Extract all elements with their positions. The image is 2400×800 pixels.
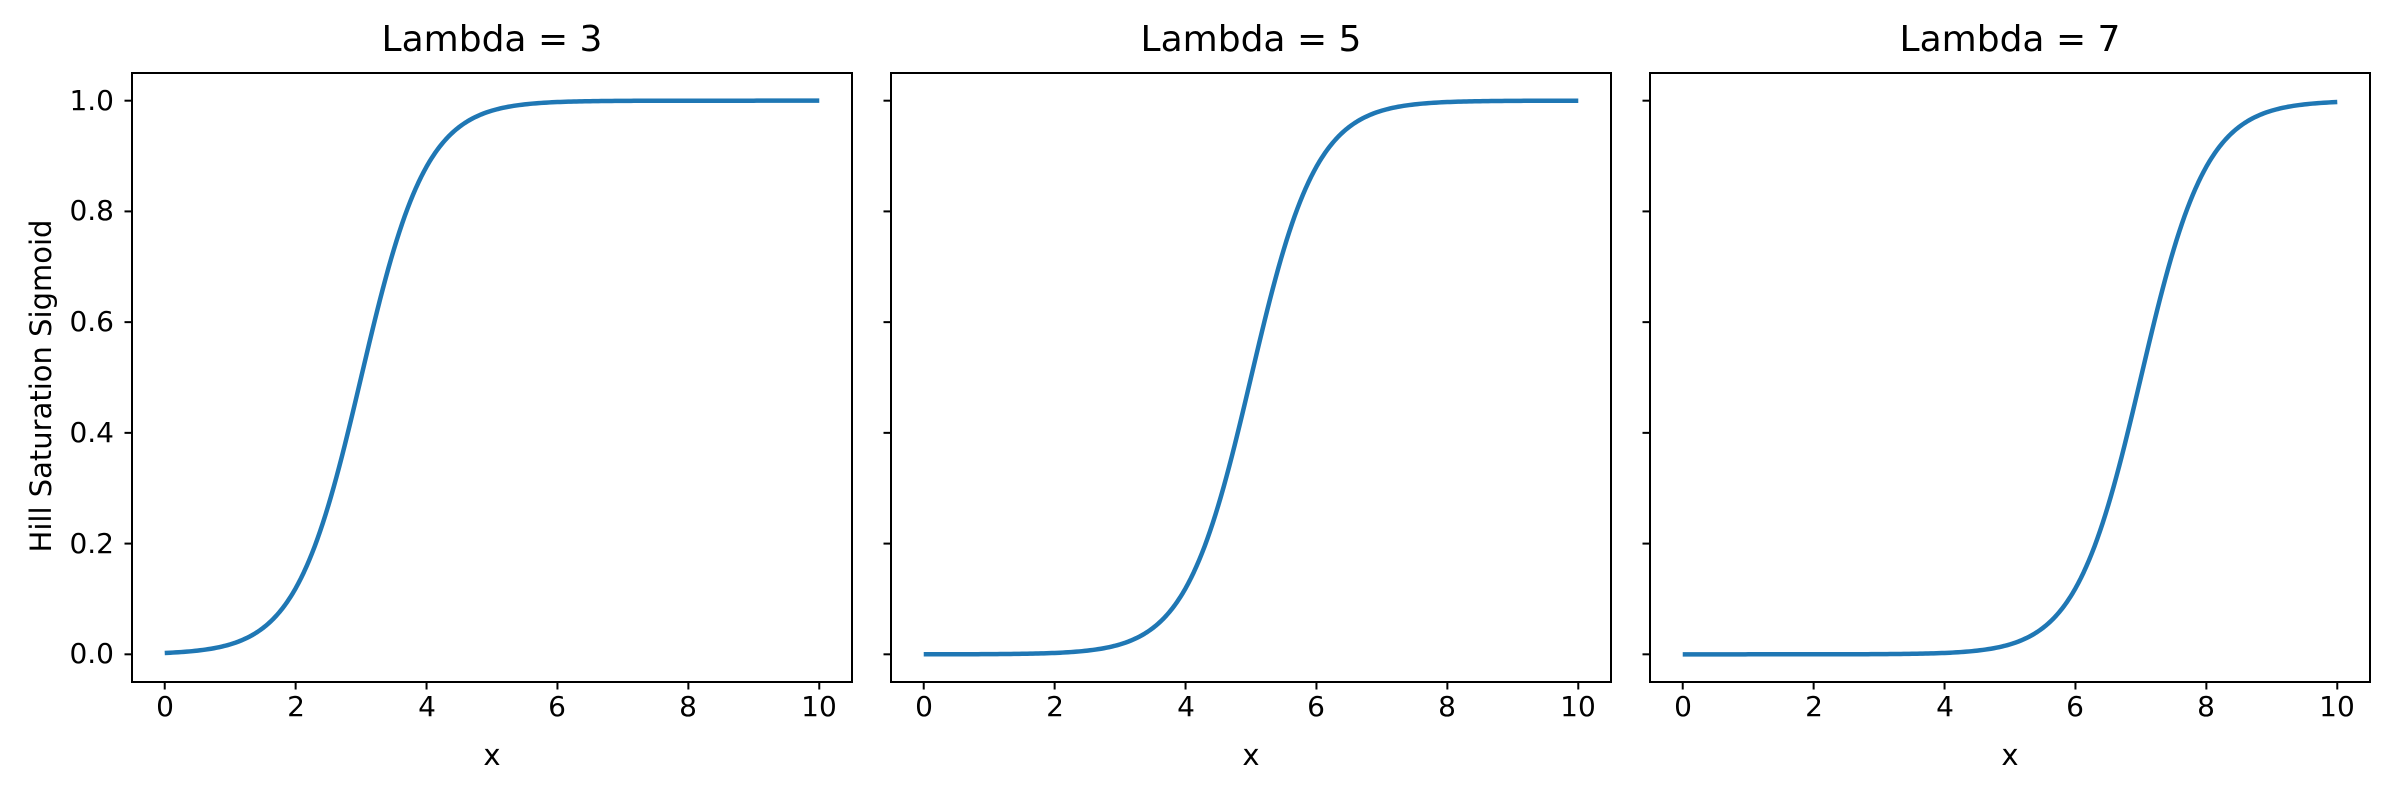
x-axis-label: x [2001, 738, 2019, 772]
x-tick-label: 4 [1177, 690, 1195, 723]
panel-title: Lambda = 7 [1899, 19, 2121, 60]
x-tick-label: 8 [2197, 690, 2215, 723]
x-tick-marks [163, 682, 821, 690]
y-tick-label: 0.2 [69, 527, 114, 560]
y-tick-label: 1.0 [69, 84, 114, 117]
panel-title: Lambda = 3 [381, 19, 603, 60]
x-tick-label: 2 [287, 690, 305, 723]
x-tick-label: 6 [2066, 690, 2084, 723]
x-tick-label: 2 [1046, 690, 1064, 723]
subplot-lambda-3: Lambda = 3 0.0 0.2 0.4 0.6 0.8 1.0 0 2 4… [69, 20, 853, 772]
x-axis-label: x [1242, 738, 1260, 772]
x-tick-label: 10 [1560, 690, 1596, 723]
y-tick-label: 0.6 [69, 305, 114, 338]
y-tick-label: 0.8 [69, 194, 114, 227]
x-tick-label: 0 [1674, 690, 1692, 723]
x-tick-label: 0 [156, 690, 174, 723]
subplot-lambda-5: Lambda = 5 0 2 4 6 8 10 x [883, 20, 1612, 772]
x-tick-label: 10 [801, 690, 837, 723]
axes-spines [1649, 72, 2371, 683]
x-tick-label: 4 [1936, 690, 1954, 723]
plot-area [883, 72, 1612, 690]
x-tick-marks [922, 682, 1580, 690]
plot-area [1642, 72, 2371, 690]
x-tick-label: 0 [915, 690, 933, 723]
sigmoid-curve [164, 98, 820, 656]
x-tick-label: 2 [1805, 690, 1823, 723]
sigmoid-curve [1682, 99, 2338, 657]
x-tick-label: 4 [418, 690, 436, 723]
x-tick-label: 10 [2319, 690, 2355, 723]
y-tick-marks [1642, 99, 1650, 656]
x-tick-label: 6 [1307, 690, 1325, 723]
plot-area [124, 72, 853, 690]
y-tick-label: 0.4 [69, 416, 114, 449]
panel-title: Lambda = 5 [1140, 19, 1362, 60]
axes-spines [131, 72, 853, 683]
y-tick-label: 0.0 [69, 637, 114, 670]
axes-spines [890, 72, 1612, 683]
y-tick-marks [124, 99, 132, 656]
x-axis-label: x [483, 738, 501, 772]
x-tick-label: 8 [679, 690, 697, 723]
subplot-lambda-7: Lambda = 7 0 2 4 6 8 10 x [1642, 20, 2371, 772]
y-tick-marks [883, 99, 891, 656]
x-tick-marks [1681, 682, 2339, 690]
y-axis-label: Hill Saturation Sigmoid [24, 219, 58, 553]
sigmoid-curve [923, 98, 1579, 657]
x-tick-label: 6 [548, 690, 566, 723]
x-tick-label: 8 [1438, 690, 1456, 723]
